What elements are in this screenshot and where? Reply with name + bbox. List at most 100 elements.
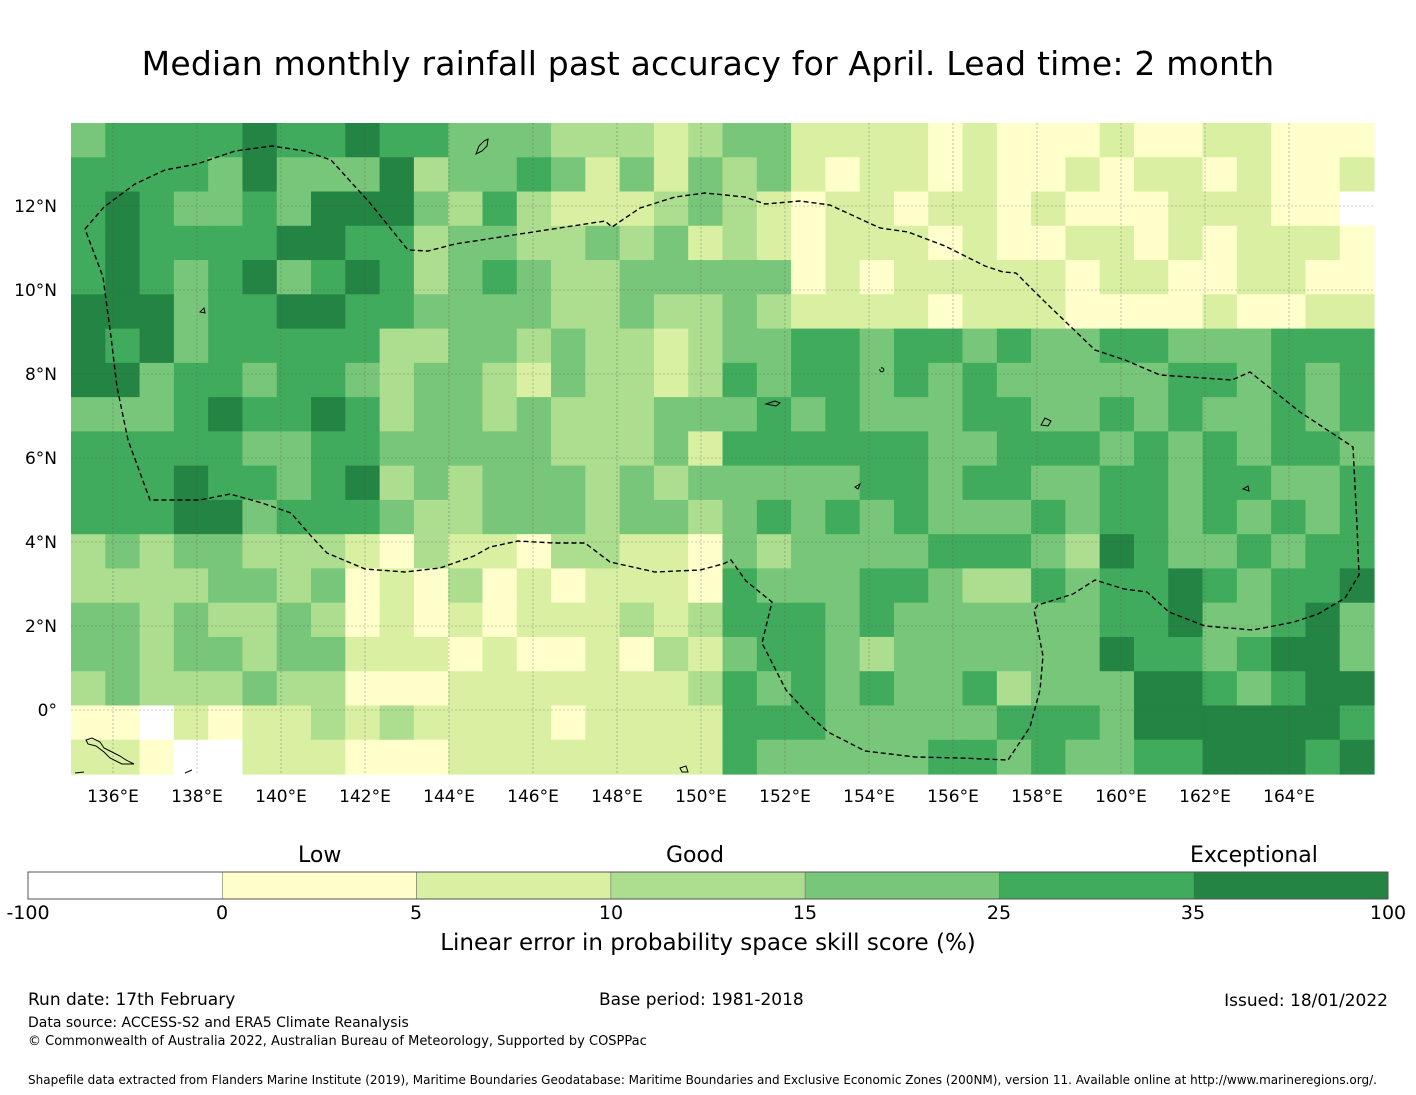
grid-cell xyxy=(242,671,278,707)
grid-cell xyxy=(585,362,621,398)
longitude-tick-label: 140°E xyxy=(255,787,307,807)
grid-cell xyxy=(311,602,346,638)
grid-cell xyxy=(448,362,484,398)
grid-cell xyxy=(1168,739,1204,775)
grid-cell xyxy=(516,465,552,501)
grid-cell xyxy=(448,294,484,330)
grid-cell xyxy=(311,636,346,672)
grid-cell xyxy=(585,568,621,604)
grid-cell xyxy=(1305,225,1341,261)
grid-cell xyxy=(996,739,1032,775)
grid-cell xyxy=(173,431,209,467)
grid-cell xyxy=(928,465,964,501)
grid-cell xyxy=(1339,431,1375,467)
grid-cell xyxy=(791,397,826,432)
grid-cell xyxy=(619,157,655,193)
grid-cell xyxy=(482,671,518,707)
grid-cell xyxy=(379,465,415,501)
grid-cell xyxy=(893,157,929,193)
grid-cell xyxy=(825,328,861,364)
grid-cell xyxy=(208,123,244,158)
grid-cell xyxy=(173,739,209,775)
longitude-tick-label: 138°E xyxy=(171,787,223,807)
grid-cell xyxy=(688,499,724,535)
grid-cell xyxy=(688,671,724,707)
grid-cell xyxy=(311,568,346,604)
grid-cell xyxy=(1099,191,1135,227)
grid-cell xyxy=(653,705,689,741)
grid-cell xyxy=(1133,534,1169,570)
grid-cell xyxy=(1305,157,1341,193)
grid-cell xyxy=(1339,362,1375,398)
grid-cell xyxy=(413,739,449,775)
grid-cell xyxy=(1133,294,1169,330)
grid-cell xyxy=(791,705,826,741)
grid-cell xyxy=(1339,671,1375,707)
grid-cell xyxy=(1202,431,1238,467)
grid-cell xyxy=(893,705,929,741)
grid-cell xyxy=(585,705,621,741)
grid-cell xyxy=(413,397,449,432)
grid-cell xyxy=(688,397,724,432)
grid-cell xyxy=(722,362,758,398)
grid-cell xyxy=(1339,602,1375,638)
grid-cell xyxy=(893,328,929,364)
grid-cell xyxy=(1065,157,1101,193)
grid-cell xyxy=(173,671,209,707)
data-source: Data source: ACCESS-S2 and ERA5 Climate … xyxy=(28,1015,409,1031)
island-outline xyxy=(74,771,85,774)
island-outline xyxy=(184,769,193,774)
grid-cell xyxy=(825,157,861,193)
grid-cell xyxy=(551,499,586,535)
grid-cell xyxy=(482,191,518,227)
grid-cell xyxy=(1339,397,1375,432)
grid-cell xyxy=(139,465,175,501)
grid-cell xyxy=(722,123,758,158)
grid-cell xyxy=(722,671,758,707)
grid-cell xyxy=(756,328,792,364)
grid-cell xyxy=(242,123,278,158)
grid-cell xyxy=(1339,739,1375,775)
grid-cell xyxy=(1202,705,1238,741)
grid-cell xyxy=(105,362,141,398)
grid-cell xyxy=(653,602,689,638)
grid-cell xyxy=(1202,671,1238,707)
grid-cell xyxy=(551,705,586,741)
grid-cell xyxy=(619,671,655,707)
grid-cell xyxy=(722,328,758,364)
grid-cell xyxy=(1339,705,1375,741)
grid-cell xyxy=(242,397,278,432)
grid-cell xyxy=(276,671,312,707)
grid-cell xyxy=(1305,568,1341,604)
grid-cell xyxy=(139,568,175,604)
grid-cell xyxy=(1099,123,1135,158)
grid-cell xyxy=(996,636,1032,672)
grid-cell xyxy=(1202,225,1238,261)
grid-cell xyxy=(551,260,586,295)
grid-cell xyxy=(1133,123,1169,158)
grid-cell xyxy=(173,602,209,638)
grid-cell xyxy=(619,602,655,638)
grid-cell xyxy=(756,362,792,398)
grid-cell xyxy=(173,499,209,535)
grid-cell xyxy=(1099,260,1135,295)
grid-cell xyxy=(688,123,724,158)
grid-cell xyxy=(105,294,141,330)
grid-cell xyxy=(516,260,552,295)
grid-cell xyxy=(242,534,278,570)
grid-cell xyxy=(379,191,415,227)
grid-cell xyxy=(1099,397,1135,432)
grid-cell xyxy=(722,602,758,638)
grid-cell xyxy=(722,191,758,227)
grid-cell xyxy=(413,191,449,227)
grid-cell xyxy=(825,534,861,570)
grid-cell xyxy=(482,568,518,604)
grid-cell xyxy=(1099,705,1135,741)
grid-cell xyxy=(208,397,244,432)
grid-cell xyxy=(722,157,758,193)
island-outline xyxy=(879,367,885,373)
grid-cell xyxy=(345,602,381,638)
grid-cell xyxy=(962,636,998,672)
longitude-tick-label: 142°E xyxy=(339,787,391,807)
grid-cell xyxy=(1271,294,1307,330)
